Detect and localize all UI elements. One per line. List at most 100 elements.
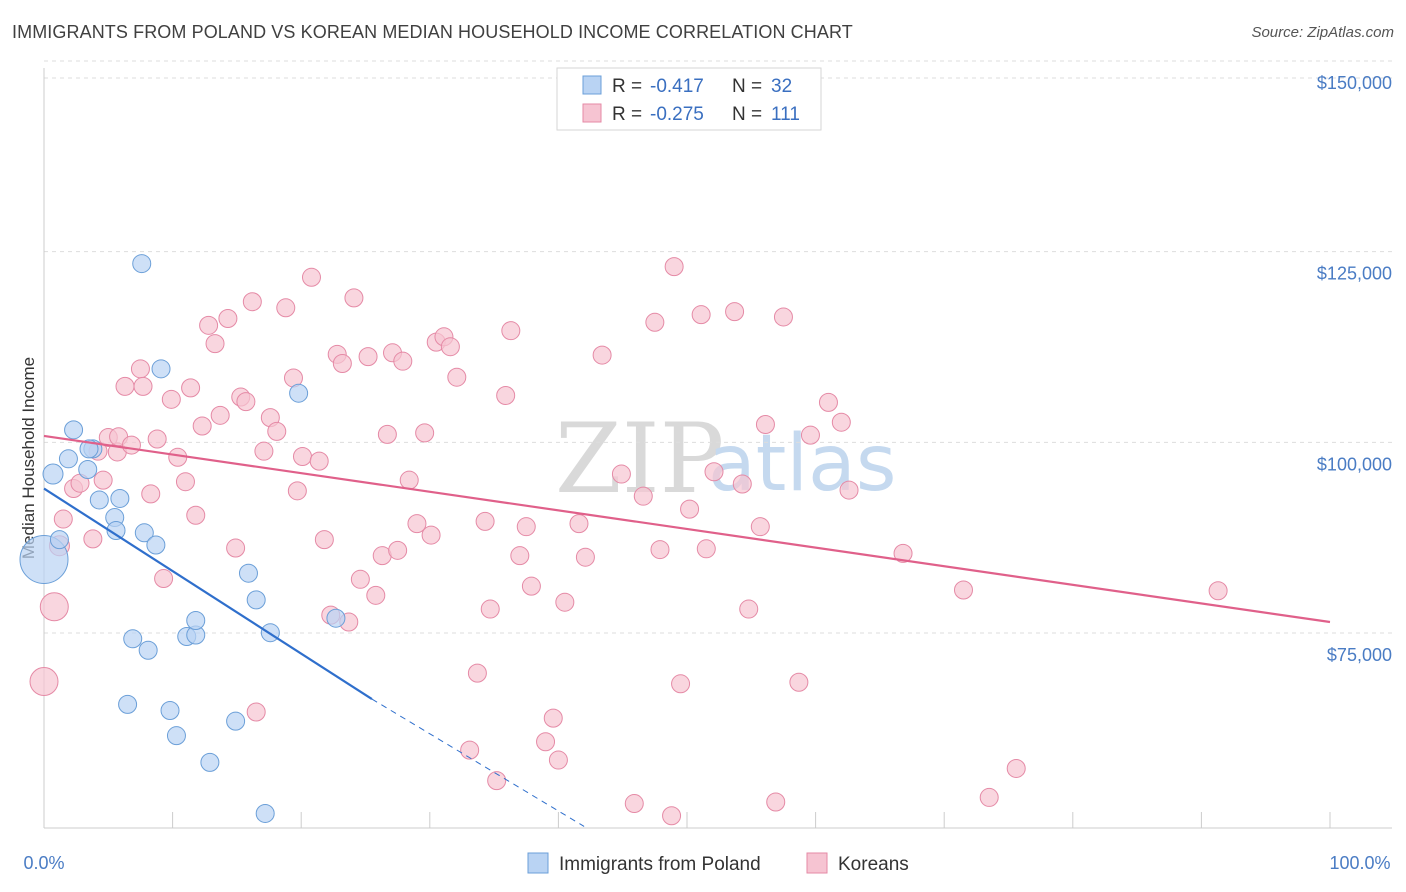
- korean-point-93: [704, 462, 724, 482]
- korean-point-97: [750, 517, 770, 537]
- korean-point-103: [818, 392, 838, 412]
- y-tick-label-0: $75,000: [1327, 645, 1392, 665]
- korean-point-106: [893, 543, 913, 563]
- korean-point-86: [650, 540, 670, 560]
- korean-point-6: [83, 529, 103, 549]
- korean-point-76: [543, 708, 563, 728]
- x-tick-marks: [43, 812, 1331, 828]
- korean-point-85: [645, 312, 665, 332]
- korean-point-16: [141, 484, 161, 504]
- korean-point-99: [766, 792, 786, 812]
- y-tick-labels: $75,000 $100,000 $125,000 $150,000: [1317, 73, 1392, 665]
- korean-point-88: [664, 257, 684, 277]
- korean-point-91: [691, 305, 711, 325]
- poland-point-27: [255, 803, 275, 823]
- poland-point-13: [138, 640, 158, 660]
- korean-point-27: [210, 405, 230, 425]
- korean-point-102: [800, 425, 820, 445]
- korean-point-53: [377, 424, 397, 444]
- korean-point-48: [344, 288, 364, 308]
- poland-point-18: [160, 700, 180, 720]
- korean-point-26: [205, 334, 225, 354]
- korean-point-90: [680, 499, 700, 519]
- korean-point-100: [773, 307, 793, 327]
- poland-point-5: [78, 459, 98, 479]
- poland-point-24: [226, 711, 246, 731]
- korean-point-82: [611, 464, 631, 484]
- korean-point-79: [569, 514, 589, 534]
- legend-r-label: R =: [612, 76, 642, 97]
- korean-point-46: [332, 353, 352, 373]
- korean-point-75: [536, 732, 556, 752]
- korean-point-67: [475, 511, 495, 531]
- korean-point-89: [671, 674, 691, 694]
- korean-point-12: [115, 376, 135, 396]
- korean-point-34: [254, 441, 274, 461]
- poland-point-11: [118, 694, 138, 714]
- poland-point-22: [186, 610, 206, 630]
- legend-r-value: -0.275: [650, 104, 704, 125]
- series-koreans: [29, 257, 1228, 826]
- korean-point-37: [276, 298, 296, 318]
- korean-point-73: [516, 517, 536, 537]
- korean-point-66: [467, 663, 487, 683]
- korean-point-84: [633, 486, 653, 506]
- poland-point-3: [58, 449, 78, 469]
- poland-point-10: [110, 488, 130, 508]
- korean-point-80: [575, 547, 595, 567]
- poland-point-29: [289, 383, 309, 403]
- legend-n-value: 32: [771, 76, 792, 97]
- korean-point-50: [358, 347, 378, 367]
- bottom-legend-label-poland: Immigrants from Poland: [559, 854, 761, 875]
- axes: [43, 68, 1392, 829]
- poland-point-26: [246, 590, 266, 610]
- korean-point-33: [246, 702, 266, 722]
- trend-line-poland: [43, 487, 373, 700]
- korean-point-78: [555, 592, 575, 612]
- legend-r-value: -0.417: [650, 76, 704, 97]
- korean-point-24: [192, 416, 212, 436]
- korean-point-36: [267, 421, 287, 441]
- korean-point-96: [739, 599, 759, 619]
- korean-point-92: [696, 539, 716, 559]
- trend-lines: [43, 434, 1331, 827]
- korean-point-104: [831, 412, 851, 432]
- korean-point-39: [287, 481, 307, 501]
- korean-point-65: [460, 740, 480, 760]
- korean-point-64: [447, 367, 467, 387]
- korean-point-8: [93, 470, 113, 490]
- korean-point-109: [1006, 758, 1026, 778]
- korean-point-59: [415, 423, 435, 443]
- legend-swatch-poland: [582, 75, 602, 95]
- poland-point-12: [123, 629, 143, 649]
- poland-point-19: [166, 726, 186, 746]
- korean-point-72: [510, 546, 530, 566]
- korean-point-29: [226, 538, 246, 558]
- korean-point-18: [154, 569, 174, 589]
- poland-point-15: [134, 523, 154, 543]
- poland-point-31: [79, 439, 99, 459]
- korean-point-17: [147, 429, 167, 449]
- legend-swatch-koreans: [582, 103, 602, 123]
- y-axis-title: Median Household Income: [19, 357, 38, 559]
- korean-point-70: [496, 386, 516, 406]
- korean-point-19: [161, 389, 181, 409]
- series-immigrants-from-poland: [19, 254, 346, 823]
- legend-n-label: N =: [732, 76, 762, 97]
- korean-point-83: [624, 794, 644, 814]
- trend-line-poland-extension: [371, 698, 585, 827]
- poland-point-1: [42, 463, 64, 485]
- korean-point-105: [839, 480, 859, 500]
- korean-point-14: [130, 359, 150, 379]
- poland-point-7: [89, 490, 109, 510]
- korean-point-13: [121, 435, 141, 455]
- legend-r-label: R =: [612, 104, 642, 125]
- bottom-legend-label-koreans: Koreans: [838, 854, 909, 875]
- korean-point-81: [592, 345, 612, 365]
- series-legend: Immigrants from Poland Koreans: [527, 852, 909, 875]
- poland-point-14: [132, 254, 152, 274]
- legend-n-label: N =: [732, 104, 762, 125]
- korean-point-74: [521, 576, 541, 596]
- y-tick-label-3: $150,000: [1317, 73, 1392, 93]
- korean-point-0: [29, 667, 59, 697]
